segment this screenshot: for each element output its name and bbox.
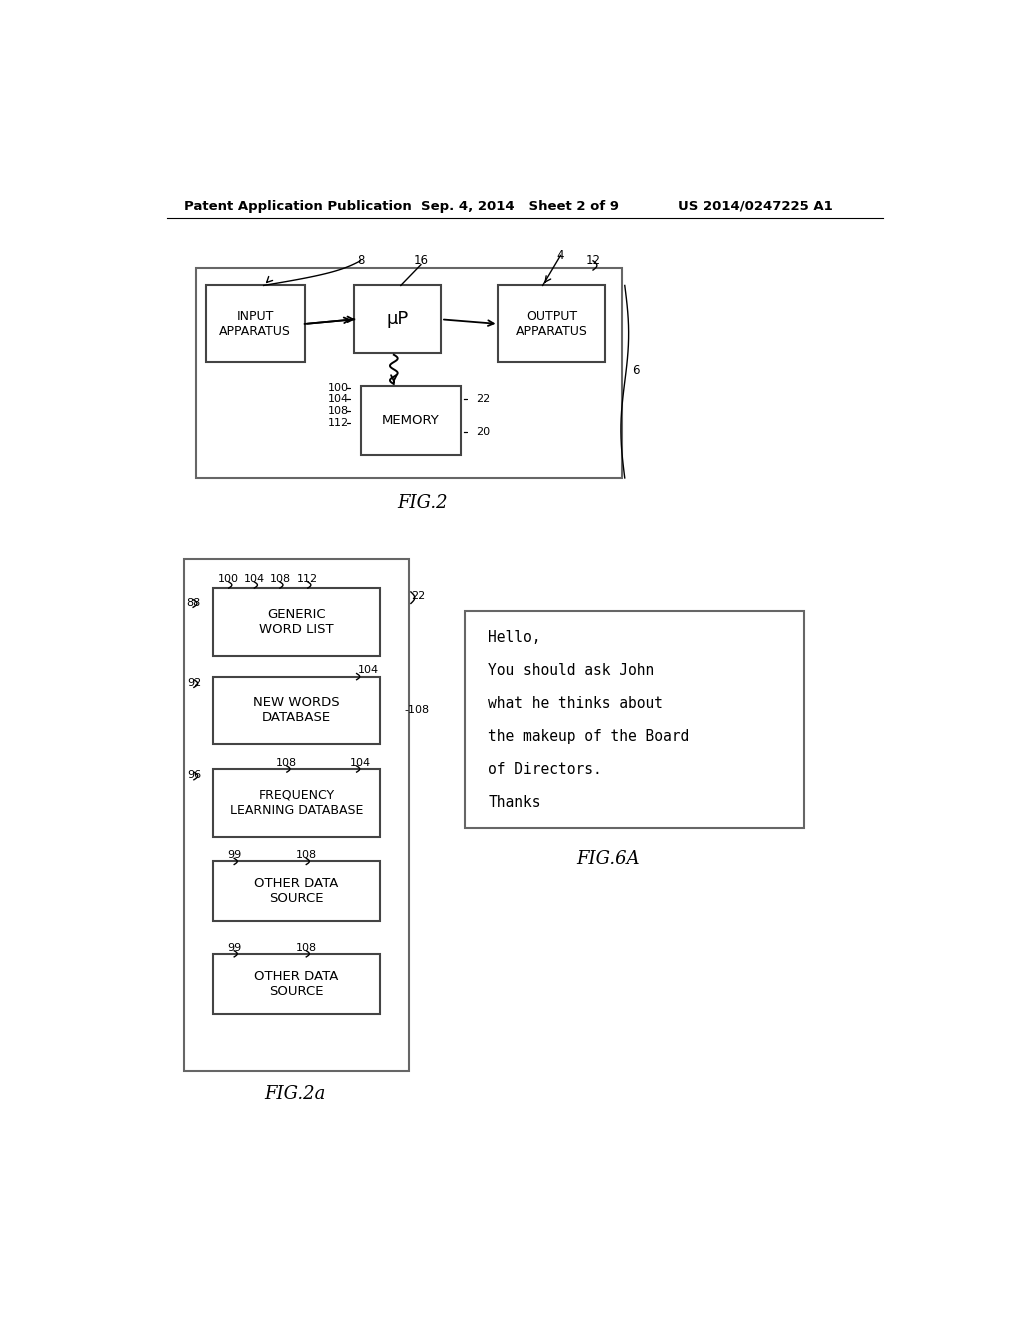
Text: 22: 22: [412, 591, 426, 601]
Text: 100: 100: [218, 574, 240, 583]
Text: 4: 4: [557, 249, 564, 261]
Bar: [465, 611, 804, 829]
Bar: [206, 285, 305, 363]
Text: US 2014/0247225 A1: US 2014/0247225 A1: [678, 199, 833, 213]
Text: 96: 96: [186, 770, 201, 780]
Text: Thanks: Thanks: [488, 796, 541, 810]
Text: OUTPUT
APPARATUS: OUTPUT APPARATUS: [516, 310, 588, 338]
Text: 99: 99: [227, 850, 242, 861]
Text: 20: 20: [476, 426, 490, 437]
Text: Patent Application Publication: Patent Application Publication: [183, 199, 412, 213]
Text: 6: 6: [632, 363, 639, 376]
Text: 108: 108: [276, 758, 297, 768]
Text: OTHER DATA
SOURCE: OTHER DATA SOURCE: [254, 970, 339, 998]
Bar: [213, 677, 380, 744]
Bar: [213, 589, 380, 656]
Text: GENERIC
WORD LIST: GENERIC WORD LIST: [259, 609, 334, 636]
Text: 108: 108: [296, 850, 316, 861]
Text: 16: 16: [414, 255, 428, 268]
Text: 99: 99: [227, 942, 242, 953]
Text: 104: 104: [244, 574, 265, 583]
Text: 104: 104: [357, 665, 379, 676]
Text: Sep. 4, 2014   Sheet 2 of 9: Sep. 4, 2014 Sheet 2 of 9: [421, 199, 618, 213]
Text: 100: 100: [329, 383, 349, 393]
Text: FREQUENCY
LEARNING DATABASE: FREQUENCY LEARNING DATABASE: [229, 789, 364, 817]
Text: μP: μP: [387, 310, 409, 329]
Text: OTHER DATA
SOURCE: OTHER DATA SOURCE: [254, 878, 339, 906]
Bar: [213, 954, 380, 1014]
Text: MEMORY: MEMORY: [382, 413, 439, 426]
Text: what he thinks about: what he thinks about: [488, 696, 664, 711]
Text: 112: 112: [297, 574, 318, 583]
Bar: [197, 268, 623, 478]
Text: FIG.2: FIG.2: [397, 495, 447, 512]
Bar: [213, 862, 380, 921]
Text: 92: 92: [186, 677, 201, 688]
Text: Hello,: Hello,: [488, 630, 541, 645]
Text: 22: 22: [476, 395, 490, 404]
Text: the makeup of the Board: the makeup of the Board: [488, 729, 689, 744]
Text: 104: 104: [350, 758, 371, 768]
Text: of Directors.: of Directors.: [488, 762, 602, 777]
Text: 8: 8: [356, 255, 365, 268]
Text: FIG.2a: FIG.2a: [264, 1085, 326, 1104]
Text: FIG.6A: FIG.6A: [577, 850, 640, 869]
Text: NEW WORDS
DATABASE: NEW WORDS DATABASE: [253, 697, 340, 725]
Bar: [354, 285, 441, 354]
Bar: [360, 385, 461, 455]
Text: 108: 108: [296, 942, 316, 953]
Bar: [183, 558, 409, 1071]
Text: 112: 112: [329, 417, 349, 428]
Bar: [213, 770, 380, 837]
Text: INPUT
APPARATUS: INPUT APPARATUS: [219, 310, 291, 338]
Text: 12: 12: [586, 255, 600, 268]
Text: You should ask John: You should ask John: [488, 663, 654, 678]
Text: 104: 104: [329, 395, 349, 404]
Text: 108: 108: [329, 407, 349, 416]
Text: 88: 88: [186, 598, 201, 609]
Text: 108: 108: [269, 574, 291, 583]
Bar: [499, 285, 605, 363]
Text: -108: -108: [404, 705, 430, 715]
